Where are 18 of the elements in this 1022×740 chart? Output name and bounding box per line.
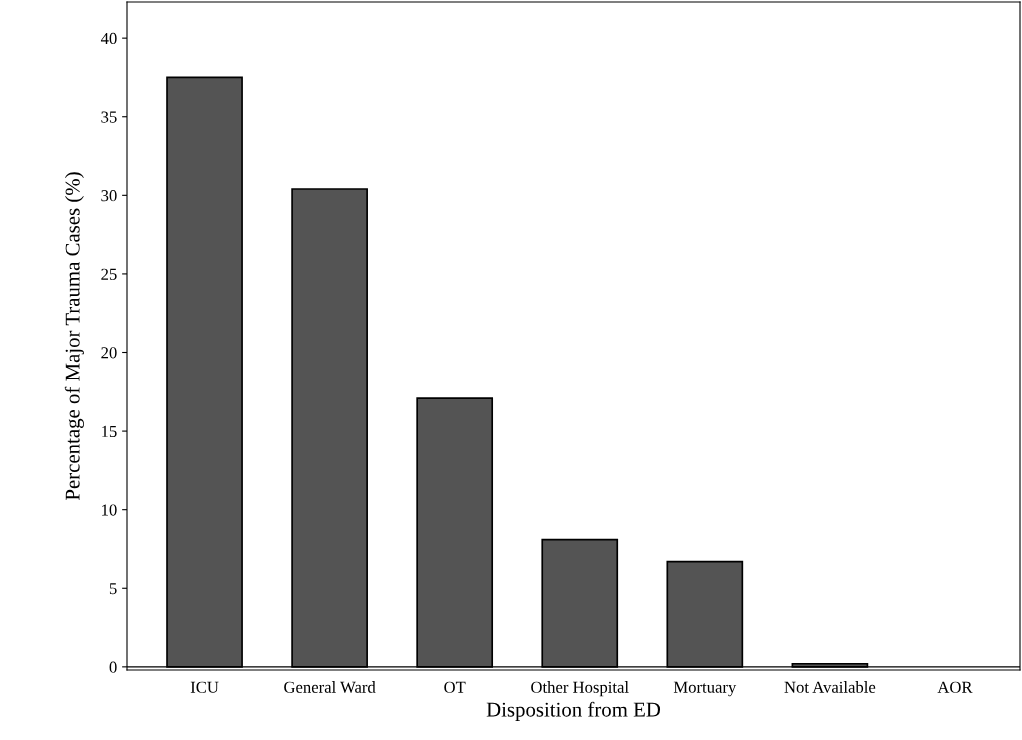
x-tick-label: General Ward (284, 681, 376, 693)
y-tick-label: 5 (109, 583, 117, 595)
x-tick-label: Not Available (784, 681, 876, 693)
y-tick-label: 15 (102, 425, 117, 438)
y-tick-label: 30 (101, 190, 117, 202)
x-tick-label: AOR (937, 681, 973, 693)
y-axis-title: Percentage of Major Trauma Cases (%) (64, 172, 84, 501)
y-tick-label: 40 (100, 32, 117, 45)
y-tick-label: 10 (102, 504, 117, 516)
y-tick-label: 25 (101, 268, 117, 280)
y-tick-label: 0 (109, 661, 117, 673)
x-tick-label: OT (444, 681, 466, 693)
x-tick-label: ICU (190, 681, 219, 693)
x-tick-label: Other Hospital (531, 681, 629, 697)
x-tick-label: Mortuary (673, 681, 737, 697)
y-tick-label: 20 (101, 347, 117, 359)
x-axis-title: Disposition from ED (486, 701, 661, 721)
y-tick-label: 35 (101, 111, 117, 123)
